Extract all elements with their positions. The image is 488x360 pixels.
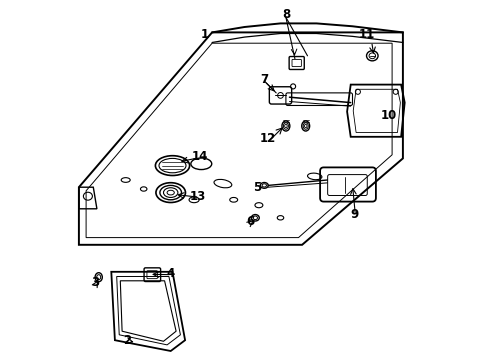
Text: 1: 1 (201, 28, 208, 41)
Text: 7: 7 (260, 73, 268, 86)
Text: 8: 8 (281, 8, 289, 21)
Text: 12: 12 (259, 132, 275, 145)
Text: 3: 3 (91, 276, 99, 289)
Text: 9: 9 (349, 208, 358, 221)
Text: 10: 10 (380, 109, 396, 122)
Text: 13: 13 (189, 190, 205, 203)
Text: 11: 11 (358, 28, 374, 41)
Text: 2: 2 (123, 334, 131, 347)
Text: 4: 4 (166, 267, 175, 280)
Text: 6: 6 (245, 215, 253, 228)
Text: 14: 14 (191, 150, 207, 163)
Text: 5: 5 (252, 181, 261, 194)
